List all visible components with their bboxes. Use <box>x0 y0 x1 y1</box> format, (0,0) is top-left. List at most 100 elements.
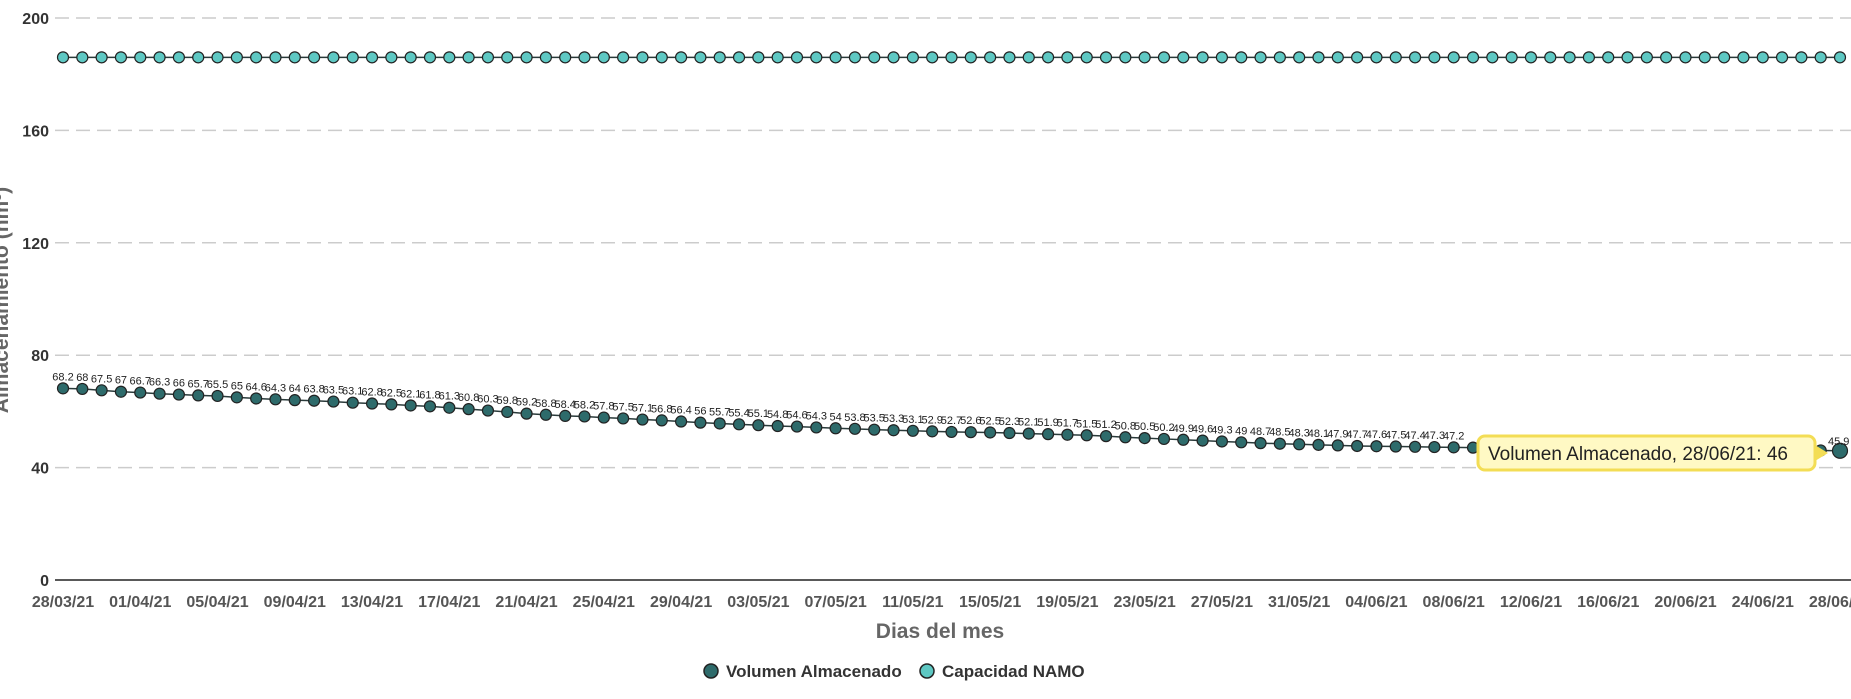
data-point-namo[interactable] <box>887 51 900 64</box>
data-point-namo[interactable] <box>868 51 881 64</box>
legend-item-volumen[interactable]: Volumen Almacenado <box>703 662 902 681</box>
data-point-namo[interactable] <box>250 51 263 64</box>
data-point-namo[interactable] <box>1486 51 1499 64</box>
data-point-volumen[interactable] <box>1119 431 1132 444</box>
data-point-volumen[interactable] <box>829 422 842 435</box>
data-point-namo[interactable] <box>172 51 185 64</box>
data-point-volumen[interactable] <box>674 415 688 428</box>
data-point-volumen[interactable] <box>771 419 784 433</box>
data-point-volumen[interactable] <box>655 414 668 427</box>
data-point-volumen[interactable] <box>153 387 166 400</box>
data-point-volumen[interactable] <box>95 384 108 397</box>
data-point-namo[interactable] <box>1099 51 1113 64</box>
data-point-namo[interactable] <box>1041 51 1055 64</box>
data-point-namo[interactable] <box>1408 51 1422 64</box>
data-point-volumen[interactable] <box>906 424 919 437</box>
data-point-namo[interactable] <box>1003 51 1016 64</box>
data-point-volumen[interactable] <box>76 382 89 396</box>
data-point-volumen[interactable] <box>790 420 804 433</box>
data-point-volumen[interactable] <box>462 403 475 416</box>
data-point-namo[interactable] <box>1061 51 1074 64</box>
data-point-namo[interactable] <box>984 51 997 64</box>
data-point-namo[interactable] <box>945 51 958 64</box>
data-point-volumen[interactable] <box>1003 426 1016 440</box>
data-point-namo[interactable] <box>1524 51 1538 64</box>
data-point-volumen[interactable] <box>365 397 379 410</box>
data-point-namo[interactable] <box>1293 51 1306 64</box>
data-point-namo[interactable] <box>1737 51 1750 64</box>
data-point-namo[interactable] <box>211 51 224 64</box>
data-point-namo[interactable] <box>829 51 842 64</box>
data-point-volumen[interactable] <box>288 394 301 407</box>
data-point-namo[interactable] <box>501 51 514 64</box>
data-point-volumen[interactable] <box>404 399 417 412</box>
data-point-volumen[interactable] <box>192 389 205 402</box>
data-point-volumen[interactable] <box>848 422 862 435</box>
data-point-namo[interactable] <box>269 51 282 64</box>
data-point-volumen[interactable] <box>539 408 552 421</box>
data-point-volumen[interactable] <box>752 419 765 432</box>
data-point-namo[interactable] <box>1389 51 1402 64</box>
data-point-volumen[interactable] <box>1370 440 1383 453</box>
data-point-volumen[interactable] <box>926 425 939 438</box>
data-point-namo[interactable] <box>1177 51 1190 64</box>
data-point-namo[interactable] <box>443 51 456 64</box>
data-point-volumen[interactable] <box>713 417 726 430</box>
data-point-namo[interactable] <box>1254 51 1267 64</box>
data-point-volumen[interactable] <box>211 389 224 403</box>
data-point-namo[interactable] <box>1138 51 1151 64</box>
data-point-namo[interactable] <box>327 51 340 64</box>
data-point-volumen[interactable] <box>694 416 707 429</box>
data-point-namo[interactable] <box>906 51 919 64</box>
data-point-volumen[interactable] <box>1331 439 1344 452</box>
data-point-volumen[interactable] <box>1447 441 1460 454</box>
data-point-namo[interactable] <box>771 51 784 64</box>
data-point-volumen[interactable] <box>636 413 649 426</box>
data-point-namo[interactable] <box>1080 51 1093 64</box>
data-point-volumen[interactable] <box>1099 430 1113 443</box>
data-point-volumen[interactable] <box>945 425 958 439</box>
data-point-namo[interactable] <box>1679 51 1692 64</box>
data-point-volumen[interactable] <box>250 392 263 405</box>
data-point-namo[interactable] <box>1718 51 1731 64</box>
data-point-namo[interactable] <box>1157 51 1171 64</box>
data-point-namo[interactable] <box>1698 51 1711 64</box>
data-point-namo[interactable] <box>1775 51 1789 64</box>
data-point-namo[interactable] <box>520 51 533 64</box>
data-point-namo[interactable] <box>307 51 321 64</box>
data-point-namo[interactable] <box>95 51 108 64</box>
data-point-volumen[interactable] <box>1235 436 1248 449</box>
data-point-volumen[interactable] <box>307 394 321 407</box>
data-point-volumen[interactable] <box>578 410 591 423</box>
data-point-volumen[interactable] <box>134 386 147 399</box>
data-point-namo[interactable] <box>230 51 243 64</box>
data-point-volumen[interactable] <box>114 385 128 398</box>
data-point-volumen[interactable] <box>964 426 977 439</box>
data-point-namo[interactable] <box>462 51 475 64</box>
data-point-volumen[interactable] <box>1215 435 1229 448</box>
data-point-volumen[interactable] <box>269 393 282 406</box>
data-point-namo[interactable] <box>1196 51 1209 64</box>
data-point-namo[interactable] <box>1505 51 1518 64</box>
data-point-namo[interactable] <box>752 51 765 64</box>
data-point-namo[interactable] <box>76 51 89 64</box>
data-point-volumen[interactable] <box>1196 434 1209 447</box>
data-point-volumen[interactable] <box>1022 427 1035 440</box>
data-point-namo[interactable] <box>1370 51 1383 64</box>
data-point-namo[interactable] <box>1235 51 1248 64</box>
data-point-volumen[interactable] <box>1389 440 1402 453</box>
data-point-namo[interactable] <box>192 51 205 64</box>
data-point-volumen[interactable] <box>559 409 572 422</box>
data-point-namo[interactable] <box>636 51 649 64</box>
data-point-volumen[interactable] <box>617 412 630 425</box>
data-point-namo[interactable] <box>1351 51 1364 64</box>
data-point-namo[interactable] <box>578 51 591 64</box>
data-point-volumen[interactable] <box>732 418 746 431</box>
data-point-volumen[interactable] <box>887 424 900 437</box>
data-point-namo[interactable] <box>713 51 726 64</box>
data-point-volumen[interactable] <box>346 396 359 409</box>
data-point-namo[interactable] <box>655 51 668 64</box>
data-point-volumen[interactable] <box>385 398 398 411</box>
data-point-namo[interactable] <box>1621 51 1634 64</box>
data-point-volumen[interactable] <box>1273 437 1286 450</box>
